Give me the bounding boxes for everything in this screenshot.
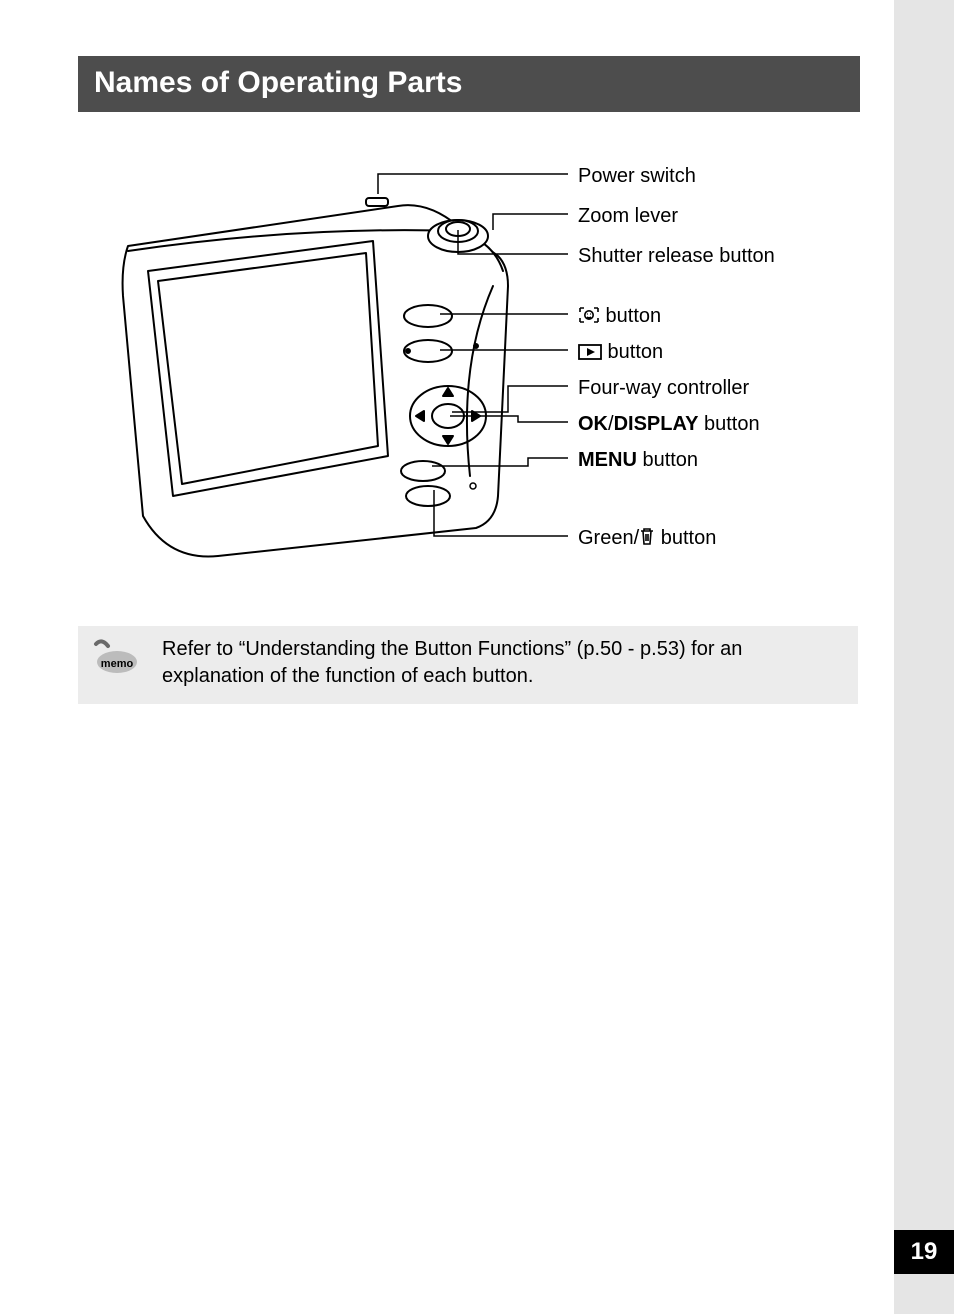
memo-text: Refer to “Understanding the Button Funct… bbox=[162, 636, 840, 690]
green-suffix: button bbox=[655, 527, 716, 549]
display-text: DISPLAY bbox=[614, 413, 699, 435]
page-content: Names of Operating Parts bbox=[0, 0, 894, 704]
ok-text: OK bbox=[578, 413, 608, 435]
page-number: 19 bbox=[894, 1230, 954, 1274]
label-playback-button-text: button bbox=[602, 341, 663, 363]
label-green-trash: Green/ button bbox=[578, 526, 716, 552]
section-title: Names of Operating Parts bbox=[78, 56, 860, 112]
memo-icon: memo bbox=[92, 636, 140, 681]
label-menu: MENU button bbox=[578, 448, 698, 472]
face-detect-icon bbox=[578, 306, 600, 330]
camera-diagram: Power switch Zoom lever Shutter release … bbox=[78, 166, 858, 586]
green-prefix: Green/ bbox=[578, 527, 639, 549]
menu-suffix: button bbox=[637, 449, 698, 471]
camera-illustration bbox=[98, 176, 528, 576]
label-ok-display: OK/DISPLAY button bbox=[578, 412, 760, 436]
label-shutter-release: Shutter release button bbox=[578, 244, 775, 268]
label-playback-button: button bbox=[578, 340, 663, 366]
label-four-way: Four-way controller bbox=[578, 376, 749, 400]
ok-display-suffix: button bbox=[698, 413, 759, 435]
label-face-button: button bbox=[578, 304, 661, 330]
memo-note: memo Refer to “Understanding the Button … bbox=[78, 626, 858, 704]
label-power-switch: Power switch bbox=[578, 164, 696, 188]
playback-icon bbox=[578, 342, 602, 366]
menu-text: MENU bbox=[578, 449, 637, 471]
svg-text:memo: memo bbox=[101, 658, 134, 670]
label-face-button-text: button bbox=[600, 305, 661, 327]
label-zoom-lever: Zoom lever bbox=[578, 204, 678, 228]
trash-icon bbox=[639, 526, 655, 552]
side-margin bbox=[894, 0, 954, 1314]
